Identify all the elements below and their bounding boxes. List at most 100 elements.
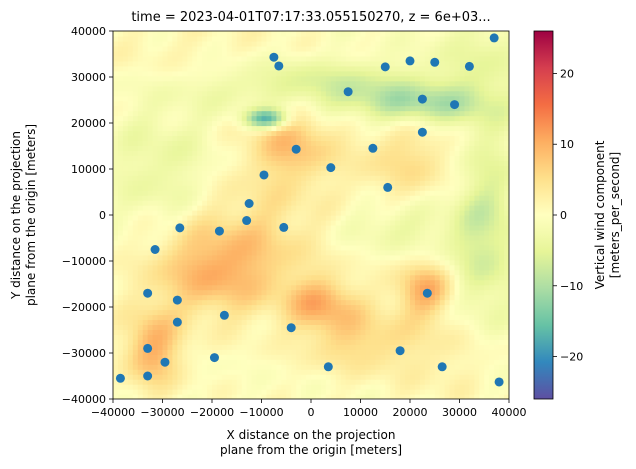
- heatmap-cell: [504, 115, 509, 122]
- heatmap-cell: [266, 284, 272, 291]
- heatmap-cell: [340, 100, 347, 107]
- heatmap-cell: [301, 269, 307, 276]
- heatmap-cell: [127, 294, 134, 301]
- heatmap-cell: [474, 205, 480, 211]
- heatmap-cell: [330, 219, 337, 226]
- heatmap-cell: [380, 115, 386, 122]
- heatmap-cell: [266, 319, 272, 325]
- heatmap-cell: [167, 344, 173, 350]
- heatmap-cell: [370, 210, 376, 216]
- heatmap-cell: [499, 284, 505, 291]
- heatmap-cell: [251, 210, 258, 216]
- heatmap-cell: [464, 349, 470, 355]
- heatmap-cell: [474, 254, 480, 261]
- heatmap-cell: [464, 334, 470, 340]
- heatmap-cell: [469, 334, 475, 340]
- heatmap-cell: [325, 195, 332, 201]
- heatmap-cell: [221, 135, 228, 141]
- heatmap-cell: [330, 374, 337, 380]
- heatmap-cell: [306, 140, 312, 146]
- heatmap-cell: [424, 175, 431, 181]
- heatmap-cell: [113, 170, 119, 176]
- heatmap-cell: [380, 294, 386, 301]
- heatmap-cell: [187, 339, 193, 345]
- heatmap-cell: [424, 110, 431, 117]
- heatmap-cell: [350, 215, 357, 221]
- heatmap-cell: [271, 249, 277, 256]
- heatmap-cell: [360, 195, 367, 201]
- heatmap-cell: [306, 354, 312, 360]
- heatmap-cell: [276, 135, 282, 141]
- heatmap-cell: [504, 324, 509, 330]
- heatmap-cell: [122, 229, 129, 236]
- heatmap-cell: [479, 264, 485, 271]
- heatmap-cell: [113, 314, 119, 321]
- heatmap-cell: [479, 115, 485, 122]
- heatmap-cell: [266, 279, 272, 286]
- heatmap-cell: [281, 200, 287, 206]
- heatmap-cell: [414, 185, 421, 191]
- heatmap-cell: [202, 269, 208, 276]
- heatmap-cell: [157, 309, 164, 316]
- heatmap-cell: [296, 130, 302, 137]
- heatmap-cell: [390, 339, 396, 345]
- heatmap-cell: [241, 90, 248, 97]
- heatmap-cell: [439, 394, 446, 399]
- heatmap-cell: [127, 215, 134, 221]
- heatmap-cell: [197, 135, 203, 141]
- heatmap-cell: [479, 329, 485, 335]
- heatmap-cell: [147, 145, 154, 151]
- heatmap-cell: [172, 279, 178, 286]
- heatmap-cell: [484, 279, 490, 286]
- heatmap-cell: [410, 150, 416, 156]
- heatmap-cell: [296, 140, 302, 146]
- heatmap-cell: [429, 299, 436, 306]
- heatmap-cell: [424, 319, 431, 325]
- heatmap-cell: [315, 185, 322, 191]
- heatmap-cell: [345, 125, 352, 132]
- heatmap-cell: [251, 155, 258, 161]
- heatmap-cell: [345, 254, 352, 261]
- heatmap-cell: [281, 219, 287, 226]
- heatmap-cell: [410, 120, 416, 127]
- heatmap-cell: [231, 364, 238, 370]
- heatmap-cell: [306, 384, 312, 390]
- heatmap-cell: [385, 319, 391, 325]
- heatmap-cell: [439, 224, 446, 231]
- heatmap-cell: [489, 219, 495, 226]
- heatmap-cell: [127, 160, 134, 166]
- heatmap-cell: [444, 150, 451, 156]
- heatmap-cell: [459, 254, 466, 261]
- heatmap-cell: [192, 364, 198, 370]
- heatmap-cell: [469, 224, 475, 231]
- heatmap-cell: [271, 259, 277, 266]
- heatmap-cell: [207, 294, 213, 301]
- heatmap-cell: [449, 190, 456, 196]
- heatmap-cell: [192, 165, 198, 171]
- heatmap-cell: [192, 269, 198, 276]
- heatmap-cell: [117, 359, 124, 365]
- heatmap-cell: [424, 354, 431, 360]
- heatmap-cell: [197, 150, 203, 156]
- heatmap-cell: [306, 329, 312, 335]
- heatmap-cell: [434, 279, 441, 286]
- heatmap-cell: [395, 195, 401, 201]
- heatmap-cell: [256, 100, 263, 107]
- heatmap-cell: [419, 369, 426, 375]
- heatmap-cell: [182, 120, 188, 127]
- heatmap-cell: [291, 175, 297, 181]
- heatmap-cell: [226, 175, 233, 181]
- heatmap-cell: [266, 354, 272, 360]
- heatmap-cell: [296, 155, 302, 161]
- heatmap-cell: [335, 379, 342, 385]
- heatmap-cell: [162, 254, 169, 261]
- heatmap-cell: [330, 384, 337, 390]
- heatmap-cell: [122, 190, 129, 196]
- heatmap-cell: [350, 354, 357, 360]
- heatmap-cell: [182, 274, 188, 281]
- heatmap-cell: [271, 125, 277, 132]
- heatmap-cell: [192, 190, 198, 196]
- heatmap-cell: [266, 125, 272, 132]
- heatmap-cell: [444, 200, 451, 206]
- heatmap-cell: [113, 394, 119, 399]
